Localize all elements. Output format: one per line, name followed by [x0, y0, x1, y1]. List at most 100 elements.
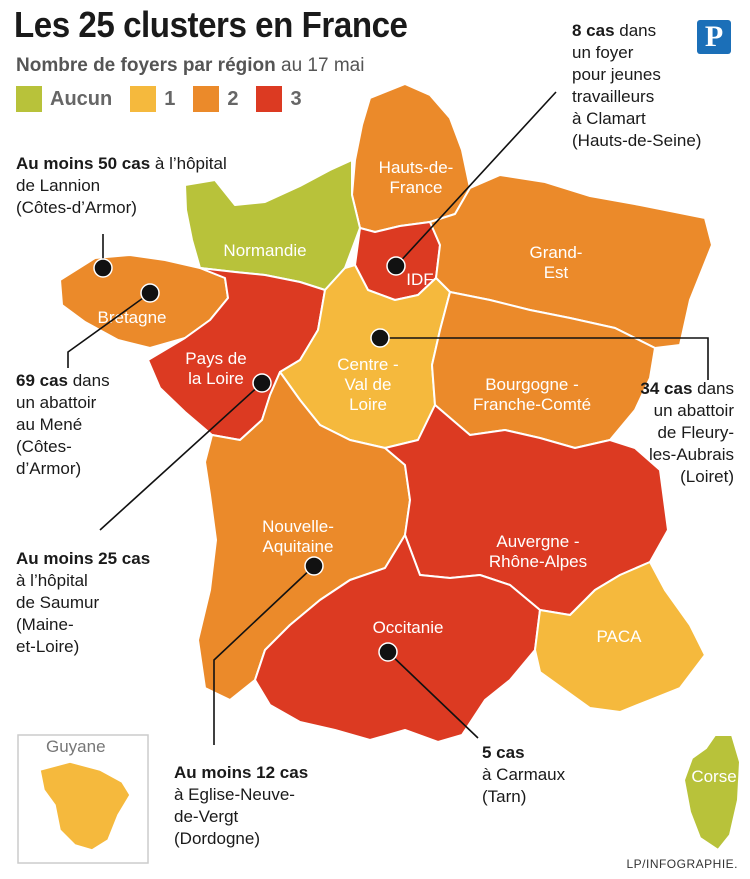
- annotation-line: un abattoir: [653, 401, 734, 420]
- label-line: Centre -: [337, 355, 398, 374]
- annotation-eglise: Au moins 12 cas à Eglise-Neuve- de-Vergt…: [174, 762, 308, 850]
- annotation-carmaux: 5 cas à Carmaux (Tarn): [482, 742, 565, 808]
- label-line: Bourgogne -: [485, 375, 579, 394]
- region-labels: Hauts-de-France Normandie IDF Grand-Est …: [98, 158, 737, 786]
- annotation-line: à Clamart: [572, 109, 646, 128]
- map-title: Les 25 clusters en France: [14, 4, 408, 45]
- cluster-dot-fleury: [370, 328, 390, 348]
- annotation-line: (Dordogne): [174, 829, 260, 848]
- label-line: Corse: [691, 767, 736, 786]
- legend-swatch: [16, 86, 42, 112]
- credit: LP/INFOGRAPHIE.: [626, 857, 738, 871]
- annotation-fleury: 34 cas dans un abattoir de Fleury- les-A…: [640, 378, 734, 488]
- annotation-line: à l’hôpital: [150, 154, 227, 173]
- legend-item-2: 2: [193, 86, 238, 112]
- annotation-strong: 5 cas: [482, 743, 525, 762]
- label-ara: Auvergne -Rhône-Alpes: [489, 532, 587, 571]
- label-line: IDF: [406, 270, 433, 289]
- label-line: Pays de: [185, 349, 246, 368]
- label-line: France: [390, 178, 443, 197]
- legend-item-1: 1: [130, 86, 175, 112]
- label-normandie: Normandie: [223, 241, 306, 260]
- label-paca: PACA: [596, 627, 642, 646]
- annotation-line: (Hauts-de-Seine): [572, 131, 702, 150]
- legend-swatch: [130, 86, 157, 112]
- cluster-dot-clamart: [386, 256, 406, 276]
- label-line: Franche-Comté: [473, 395, 591, 414]
- legend-label: 2: [227, 87, 239, 110]
- region-paca: [534, 561, 706, 713]
- cluster-dot-saumur: [252, 373, 272, 393]
- region-corse: [683, 734, 741, 851]
- annotation-line: de Lannion: [16, 176, 101, 195]
- annotation-line: (Côtes-d’Armor): [16, 198, 137, 217]
- annotation-line: d’Armor): [16, 459, 82, 478]
- label-nouvelle-aquitaine: Nouvelle-Aquitaine: [262, 517, 334, 556]
- legend-item-3: 3: [256, 86, 302, 112]
- leader-clamart: [395, 91, 557, 267]
- map-subtitle: Nombre de foyers par région au 17 mai: [16, 55, 364, 77]
- annotation-line: travailleurs: [572, 87, 655, 106]
- annotation-strong: Au moins 50 cas: [16, 154, 151, 173]
- annotation-saumur: Au moins 25 cas à l’hôpital de Saumur (M…: [16, 548, 150, 658]
- label-corse: Corse: [691, 767, 736, 786]
- annotation-line: pour jeunes: [572, 65, 661, 84]
- subtitle-date: au 17 mai: [275, 55, 365, 76]
- annotation-clamart: 8 cas dans un foyer pour jeunes travaill…: [572, 20, 701, 152]
- leader-carmaux: [387, 651, 479, 739]
- label-line: Nouvelle-: [262, 517, 334, 536]
- label-line: Grand-: [530, 243, 583, 262]
- label-line: Occitanie: [373, 618, 444, 637]
- annotation-line: dans: [68, 371, 110, 390]
- cluster-dot-mene: [140, 283, 160, 303]
- legend-item-aucun: Aucun: [16, 86, 112, 112]
- label-line: la Loire: [188, 369, 244, 388]
- annotation-strong: Au moins 25 cas: [16, 549, 151, 568]
- annotation-line: (Loiret): [680, 467, 734, 486]
- label-hauts-de-france: Hauts-de-France: [379, 158, 454, 197]
- annotation-line: un foyer: [572, 43, 634, 62]
- label-idf: IDF: [406, 270, 433, 289]
- annotation-line: dans: [692, 379, 734, 398]
- annotation-mene: 69 cas dans un abattoir au Mené (Côtes- …: [16, 370, 110, 480]
- label-bfc: Bourgogne -Franche-Comté: [473, 375, 591, 414]
- label-line: Val de: [345, 375, 392, 394]
- annotation-strong: 8 cas: [572, 21, 615, 40]
- annotation-line: de-Vergt: [174, 807, 239, 826]
- label-line: Bretagne: [98, 308, 167, 327]
- guyane-label: Guyane: [46, 737, 106, 756]
- annotation-line: et-Loire): [16, 637, 80, 656]
- label-pays-de-la-loire: Pays de la Loire: [185, 349, 246, 388]
- subtitle-bold: Nombre de foyers par région: [16, 55, 276, 76]
- annotation-line: un abattoir: [16, 393, 97, 412]
- annotation-strong: Au moins 12 cas: [174, 763, 309, 782]
- legend: Aucun 1 2 3: [16, 86, 320, 112]
- annotation-strong: 34 cas: [640, 379, 693, 398]
- leader-fleury: [380, 337, 709, 380]
- label-line: Est: [544, 263, 569, 282]
- label-grand-est: Grand-Est: [530, 243, 583, 282]
- annotation-line: de Fleury-: [657, 423, 734, 442]
- annotation-line: à Carmaux: [482, 765, 566, 784]
- label-occitanie: Occitanie: [373, 618, 444, 637]
- annotation-line: (Côtes-: [16, 437, 72, 456]
- legend-label: 1: [164, 87, 176, 110]
- annotation-line: (Tarn): [482, 787, 527, 806]
- legend-label: Aucun: [50, 87, 113, 110]
- leader-saumur: [99, 382, 263, 531]
- annotation-strong: 69 cas: [16, 371, 68, 390]
- legend-swatch: [256, 86, 283, 112]
- annotation-lannion: Au moins 50 cas à l’hôpital de Lannion (…: [16, 153, 227, 219]
- annotation-line: de Saumur: [16, 593, 100, 612]
- label-centre: Centre -Val de Loire: [337, 355, 398, 414]
- annotation-line: dans: [614, 21, 657, 40]
- leader-eglise: [213, 565, 315, 745]
- cluster-dot-eglise: [304, 556, 324, 576]
- label-line: Auvergne -: [496, 532, 579, 551]
- label-line: Rhône-Alpes: [489, 552, 587, 571]
- label-line: Normandie: [223, 241, 306, 260]
- leader-mene: [67, 292, 151, 368]
- legend-swatch: [193, 86, 220, 112]
- label-line: Aquitaine: [263, 537, 334, 556]
